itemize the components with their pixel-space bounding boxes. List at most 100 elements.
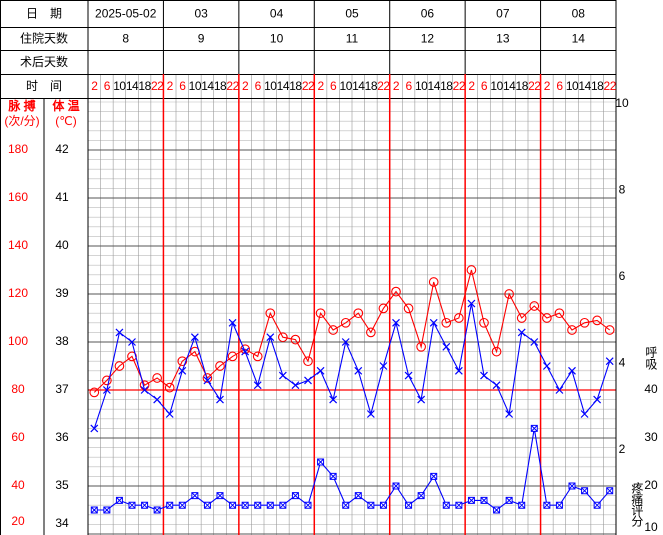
temp-point (467, 299, 476, 308)
time-tick: 22 (453, 79, 466, 93)
row-value: 2025-05-02 (95, 7, 157, 21)
temp-point (417, 395, 426, 404)
time-tick: 10 (415, 79, 428, 93)
time-tick: 6 (330, 79, 337, 93)
pulse-point (315, 308, 326, 319)
pulse-point (454, 313, 464, 323)
pulse-point (579, 317, 590, 328)
y-tick-label: 34 (55, 516, 69, 530)
resp-point (279, 501, 287, 509)
temp-point (228, 318, 237, 327)
pulse-point (441, 317, 452, 328)
pulse-point (378, 303, 389, 314)
time-tick: 6 (405, 79, 412, 93)
temp-point (140, 386, 149, 394)
time-tick: 14 (428, 79, 441, 93)
resp-point (342, 501, 350, 509)
pulse-point (491, 346, 502, 357)
resp-point (191, 492, 199, 500)
time-tick: 14 (126, 79, 139, 93)
time-tick: 22 (151, 79, 164, 93)
time-tick: 18 (138, 79, 151, 93)
y3-tick-label: 20 (644, 478, 658, 492)
pulse-point (265, 308, 276, 319)
time-tick: 2 (91, 79, 98, 93)
temp-point (90, 424, 99, 433)
resp-point (266, 501, 274, 509)
pulse-point (177, 356, 188, 367)
pulse-point (403, 303, 414, 314)
pulse-point (340, 317, 351, 328)
pulse-point (542, 313, 552, 323)
resp-title: 呼吸 (644, 346, 658, 371)
y2-tick-label: 40 (11, 478, 25, 492)
pulse-point (278, 332, 288, 343)
time-tick: 22 (528, 79, 541, 93)
temp-point (316, 366, 325, 375)
row-label: 住院天数 (20, 31, 68, 46)
time-tick: 14 (201, 79, 214, 93)
temp-point (392, 318, 400, 327)
pulse-point (466, 265, 477, 275)
resp-point (505, 496, 513, 504)
time-tick: 22 (302, 79, 315, 93)
y-tick-label: 36 (55, 430, 69, 444)
pulse-point (554, 308, 565, 319)
pulse-point (592, 315, 602, 326)
y-tick-label: 42 (55, 142, 69, 156)
resp-point (367, 501, 375, 509)
y-tick-label: 39 (55, 286, 69, 300)
time-tick: 18 (214, 79, 227, 93)
resp-point (530, 424, 538, 432)
y2-tick-label: 140 (8, 238, 28, 252)
pulse-point (366, 327, 376, 338)
temp-point (203, 376, 212, 385)
resp-point (493, 506, 501, 514)
pulse-point (604, 325, 615, 335)
temp-point (128, 338, 136, 346)
temp-point (404, 371, 413, 380)
y2-tick-label: 80 (11, 382, 25, 396)
time-tick: 6 (481, 79, 488, 93)
resp-point (555, 501, 563, 509)
resp-point (430, 472, 438, 480)
resp-point (229, 501, 237, 509)
resp-point (115, 496, 123, 504)
resp-point (128, 501, 136, 509)
temp-point (517, 328, 526, 337)
time-tick: 2 (544, 79, 551, 93)
temp-point (492, 381, 501, 390)
pulse-title: 脉 搏 (7, 98, 35, 113)
y3-tick-label: 40 (644, 382, 658, 396)
pulse-point (428, 277, 439, 287)
row-value: 04 (270, 7, 284, 21)
time-tick: 10 (566, 79, 579, 93)
resp-point (304, 501, 312, 509)
resp-point (405, 501, 413, 509)
temp-point (291, 381, 300, 390)
temp-point (366, 410, 375, 418)
row-value: 05 (345, 7, 359, 21)
row-value: 07 (496, 7, 510, 21)
y2-tick-label: 100 (8, 334, 28, 348)
pulse-point (164, 382, 175, 393)
resp-point (379, 501, 387, 509)
time-tick: 10 (490, 79, 503, 93)
y-tick-label: 37 (55, 382, 69, 396)
resp-point (141, 501, 149, 509)
row-value: 9 (198, 32, 205, 46)
time-tick: 22 (377, 79, 390, 93)
temp-point (505, 410, 514, 418)
temp-point (354, 366, 363, 375)
temp-point (593, 395, 602, 404)
pulse-point (479, 317, 489, 328)
time-tick: 18 (365, 79, 378, 93)
time-tick: 18 (516, 79, 529, 93)
temp-point (102, 386, 111, 394)
row-value: 06 (421, 7, 435, 21)
pulse-point (567, 325, 577, 335)
pulse-point (353, 308, 364, 319)
resp-point (329, 472, 337, 480)
y4-tick-label: 10 (615, 96, 629, 110)
resp-point (90, 506, 98, 514)
